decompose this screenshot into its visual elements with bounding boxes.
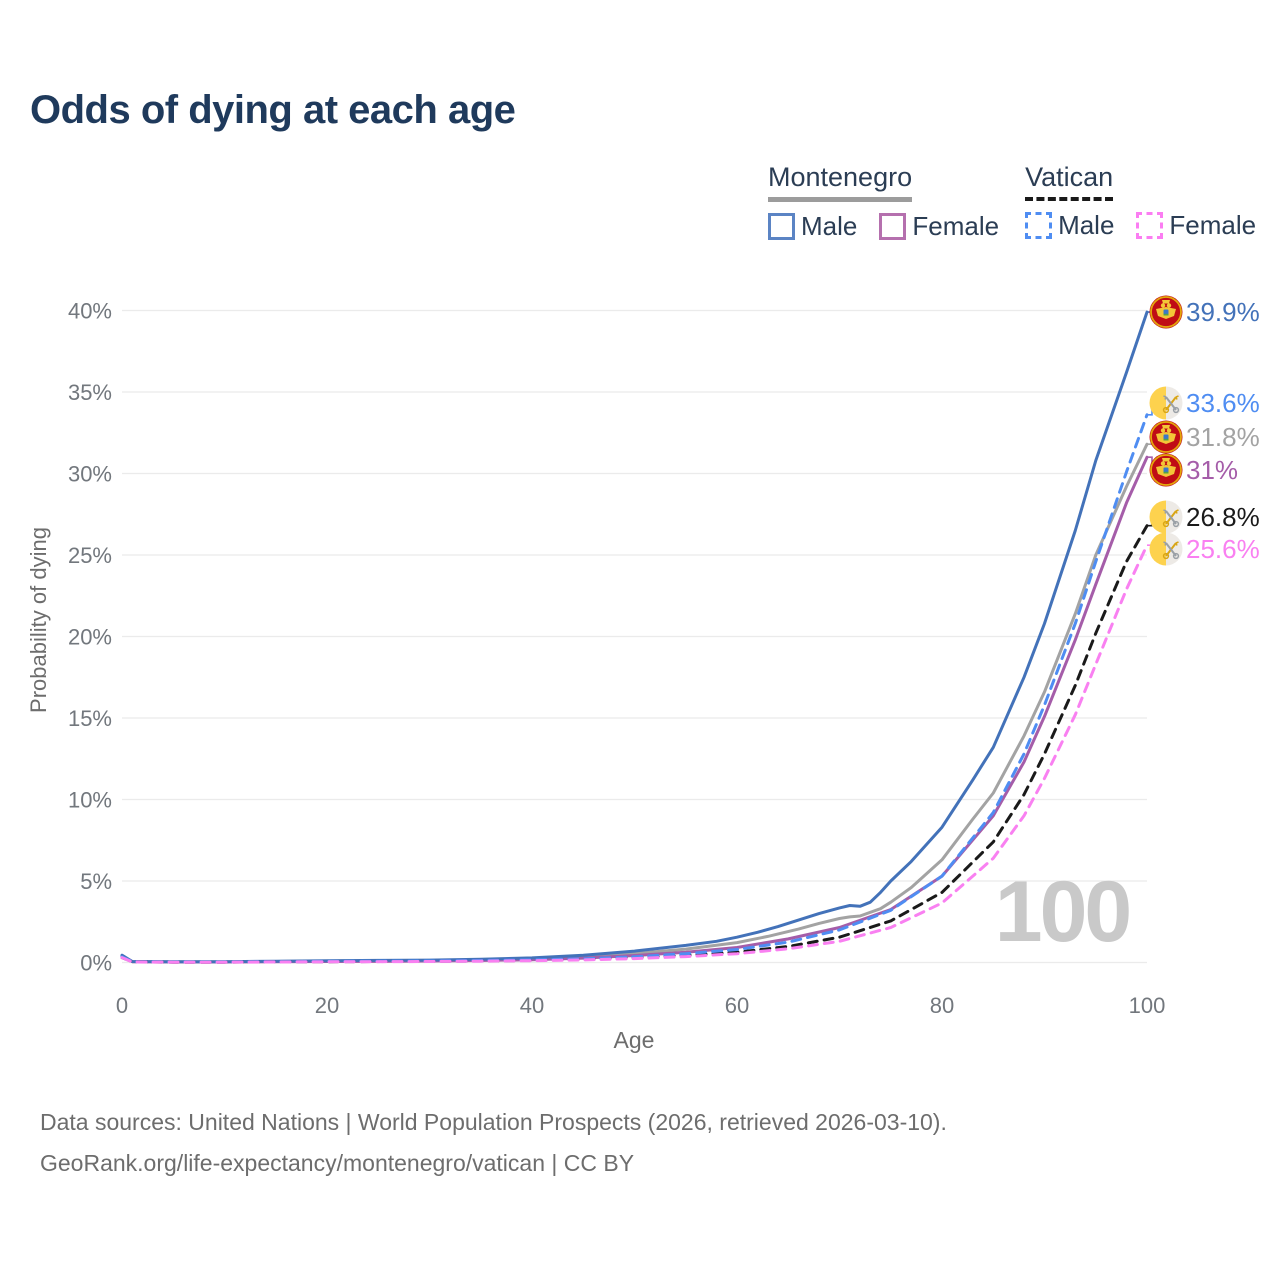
- y-tick-label: 10%: [68, 788, 112, 813]
- flag-icon-vatican[interactable]: [1149, 532, 1183, 566]
- footer-url-line: GeoRank.org/life-expectancy/montenegro/v…: [40, 1150, 635, 1176]
- legend-item-vatican-male[interactable]: Male: [1025, 210, 1114, 241]
- x-tick-label: 40: [520, 993, 544, 1018]
- legend-item-montenegro-male[interactable]: Male: [768, 211, 857, 242]
- legend-item-label: Female: [1169, 210, 1257, 240]
- flag-icon-vatican[interactable]: [1149, 500, 1183, 534]
- x-tick-label: 0: [116, 993, 128, 1018]
- legend-item-montenegro-female[interactable]: Female: [879, 211, 999, 242]
- y-axis-title: Probability of dying: [26, 527, 51, 713]
- x-axis-title: Age: [614, 1027, 655, 1053]
- legend-swatch-vatican-male: [1025, 212, 1053, 239]
- series-line-montenegro-all[interactable]: [120, 442, 1149, 964]
- legend-item-label: Female: [912, 211, 1000, 241]
- y-tick-label: 35%: [68, 380, 112, 405]
- page-title: Odds of dying at each age: [30, 88, 516, 132]
- series-line-vatican-female[interactable]: [120, 543, 1149, 964]
- legend-item-label: Male: [1058, 210, 1115, 240]
- flag-icon-vatican[interactable]: [1149, 386, 1183, 420]
- y-tick-label: 40%: [68, 299, 112, 324]
- legend-item-vatican-female[interactable]: Female: [1136, 210, 1256, 241]
- footer: Data sources: United Nations | World Pop…: [40, 1102, 947, 1184]
- legend-swatch-vatican-female: [1136, 212, 1164, 239]
- series-line-montenegro-female[interactable]: [120, 455, 1149, 964]
- end-label-montenegro-female: 31%: [1186, 455, 1238, 485]
- legend-swatch-montenegro-male: [768, 213, 795, 240]
- end-label-vatican-all: 26.8%: [1186, 502, 1260, 532]
- legend-group-title-montenegro: Montenegro: [768, 162, 913, 202]
- legend-row-montenegro: Male Female: [768, 211, 999, 242]
- legend-group-title-vatican: Vatican: [1025, 162, 1114, 201]
- end-label-montenegro-male: 39.9%: [1186, 297, 1260, 327]
- flag-icon-montenegro[interactable]: [1149, 420, 1183, 454]
- y-tick-label: 5%: [80, 869, 112, 894]
- legend-item-label: Male: [801, 211, 858, 241]
- age-watermark: 100: [995, 864, 1130, 960]
- end-label-vatican-female: 25.6%: [1186, 534, 1260, 564]
- x-tick-label: 100: [1129, 993, 1166, 1018]
- x-tick-label: 80: [930, 993, 954, 1018]
- legend-group-vatican: Vatican Male Female: [1025, 162, 1256, 242]
- end-label-montenegro-all: 31.8%: [1186, 422, 1260, 452]
- legend-group-montenegro: Montenegro Male Female: [768, 162, 999, 242]
- legend-swatch-montenegro-female: [879, 213, 907, 240]
- y-tick-label: 15%: [68, 706, 112, 731]
- y-tick-label: 0%: [80, 951, 112, 976]
- series-line-vatican-male[interactable]: [120, 413, 1149, 964]
- flag-icon-montenegro[interactable]: [1149, 453, 1183, 487]
- y-tick-label: 25%: [68, 543, 112, 568]
- legend: Montenegro Male Female Vatican Male Female: [768, 162, 1256, 242]
- x-tick-label: 20: [315, 993, 339, 1018]
- flag-icon-montenegro[interactable]: [1149, 295, 1183, 329]
- y-tick-label: 30%: [68, 462, 112, 487]
- y-tick-label: 20%: [68, 625, 112, 650]
- footer-source-line: Data sources: United Nations | World Pop…: [40, 1109, 947, 1135]
- x-tick-label: 60: [725, 993, 749, 1018]
- legend-row-vatican: Male Female: [1025, 210, 1256, 241]
- end-label-vatican-male: 33.6%: [1186, 388, 1260, 418]
